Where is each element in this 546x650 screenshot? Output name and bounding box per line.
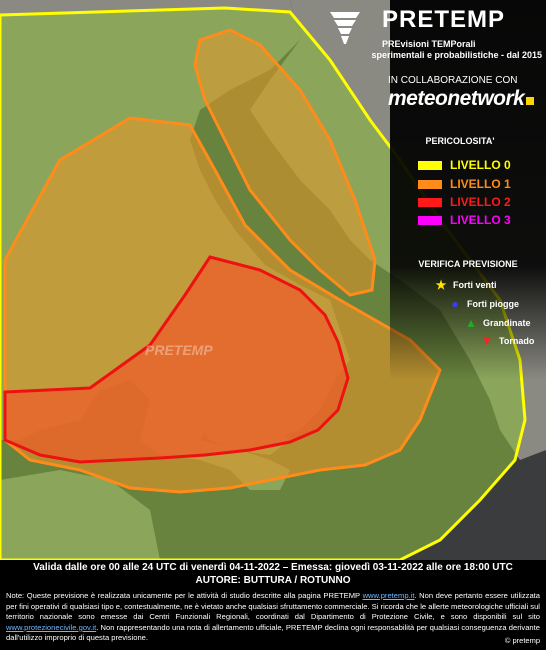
brand-subtitle-2: sperimentali e probabilistiche - dal 201… — [338, 50, 542, 60]
partner-square-icon — [526, 97, 534, 105]
level-0-label: LIVELLO — [450, 158, 501, 172]
brand-subtitle-1: PREvisioni TEMPorali — [382, 39, 542, 49]
level-1-swatch — [418, 180, 442, 189]
verifica-item-grandinate: ▲ Grandinate — [464, 316, 531, 330]
brand-title: PRETEMP — [382, 6, 542, 34]
collaboration-label: IN COLLABORAZIONE CON — [388, 75, 517, 86]
legend-level-2: LIVELLO 2 — [418, 195, 511, 209]
level-3-swatch — [418, 216, 442, 225]
copyright-text: © pretemp — [505, 636, 540, 645]
legend-level-3: LIVELLO 3 — [418, 213, 511, 227]
pretemp-watermark: PRETEMP — [145, 342, 213, 358]
level-1-num: 1 — [504, 177, 511, 191]
validity-text: Valida dalle ore 00 alle 24 UTC di vener… — [0, 562, 546, 573]
level-2-label: LIVELLO — [450, 195, 501, 209]
level-0-swatch — [418, 161, 442, 170]
level-0-num: 0 — [504, 158, 511, 172]
triangle-up-icon: ▲ — [464, 316, 478, 330]
legend-title: PERICOLOSITA' — [398, 136, 522, 146]
verifica-title: VERIFICA PREVISIONE — [404, 259, 532, 269]
author-text: AUTORE: BUTTURA / ROTUNNO — [0, 575, 546, 586]
level-3-num: 3 — [504, 213, 511, 227]
star-icon: ★ — [434, 278, 448, 292]
verifica-item-forti-piogge: ● Forti piogge — [448, 297, 519, 311]
legend-level-1: LIVELLO 1 — [418, 177, 511, 191]
level-2-swatch — [418, 198, 442, 207]
pretemp-link[interactable]: www.pretemp.it — [363, 591, 415, 600]
protezione-civile-link[interactable]: www.protezionecivile.gov.it — [6, 623, 96, 632]
legend-level-0: LIVELLO 0 — [418, 158, 511, 172]
circle-icon: ● — [448, 297, 462, 311]
level-1-label: LIVELLO — [450, 177, 501, 191]
partner-name: meteonetwork — [388, 87, 524, 110]
verifica-item-forti-venti: ★ Forti venti — [434, 278, 497, 292]
level-3-label: LIVELLO — [450, 213, 501, 227]
triangle-down-icon: ▼ — [480, 334, 494, 348]
level-2-num: 2 — [504, 195, 511, 209]
verifica-item-tornado: ▼ Tornado — [480, 334, 534, 348]
partner-logo: meteonetwork — [388, 87, 534, 111]
disclaimer-note: Note: Queste previsione è realizzata uni… — [6, 591, 540, 644]
